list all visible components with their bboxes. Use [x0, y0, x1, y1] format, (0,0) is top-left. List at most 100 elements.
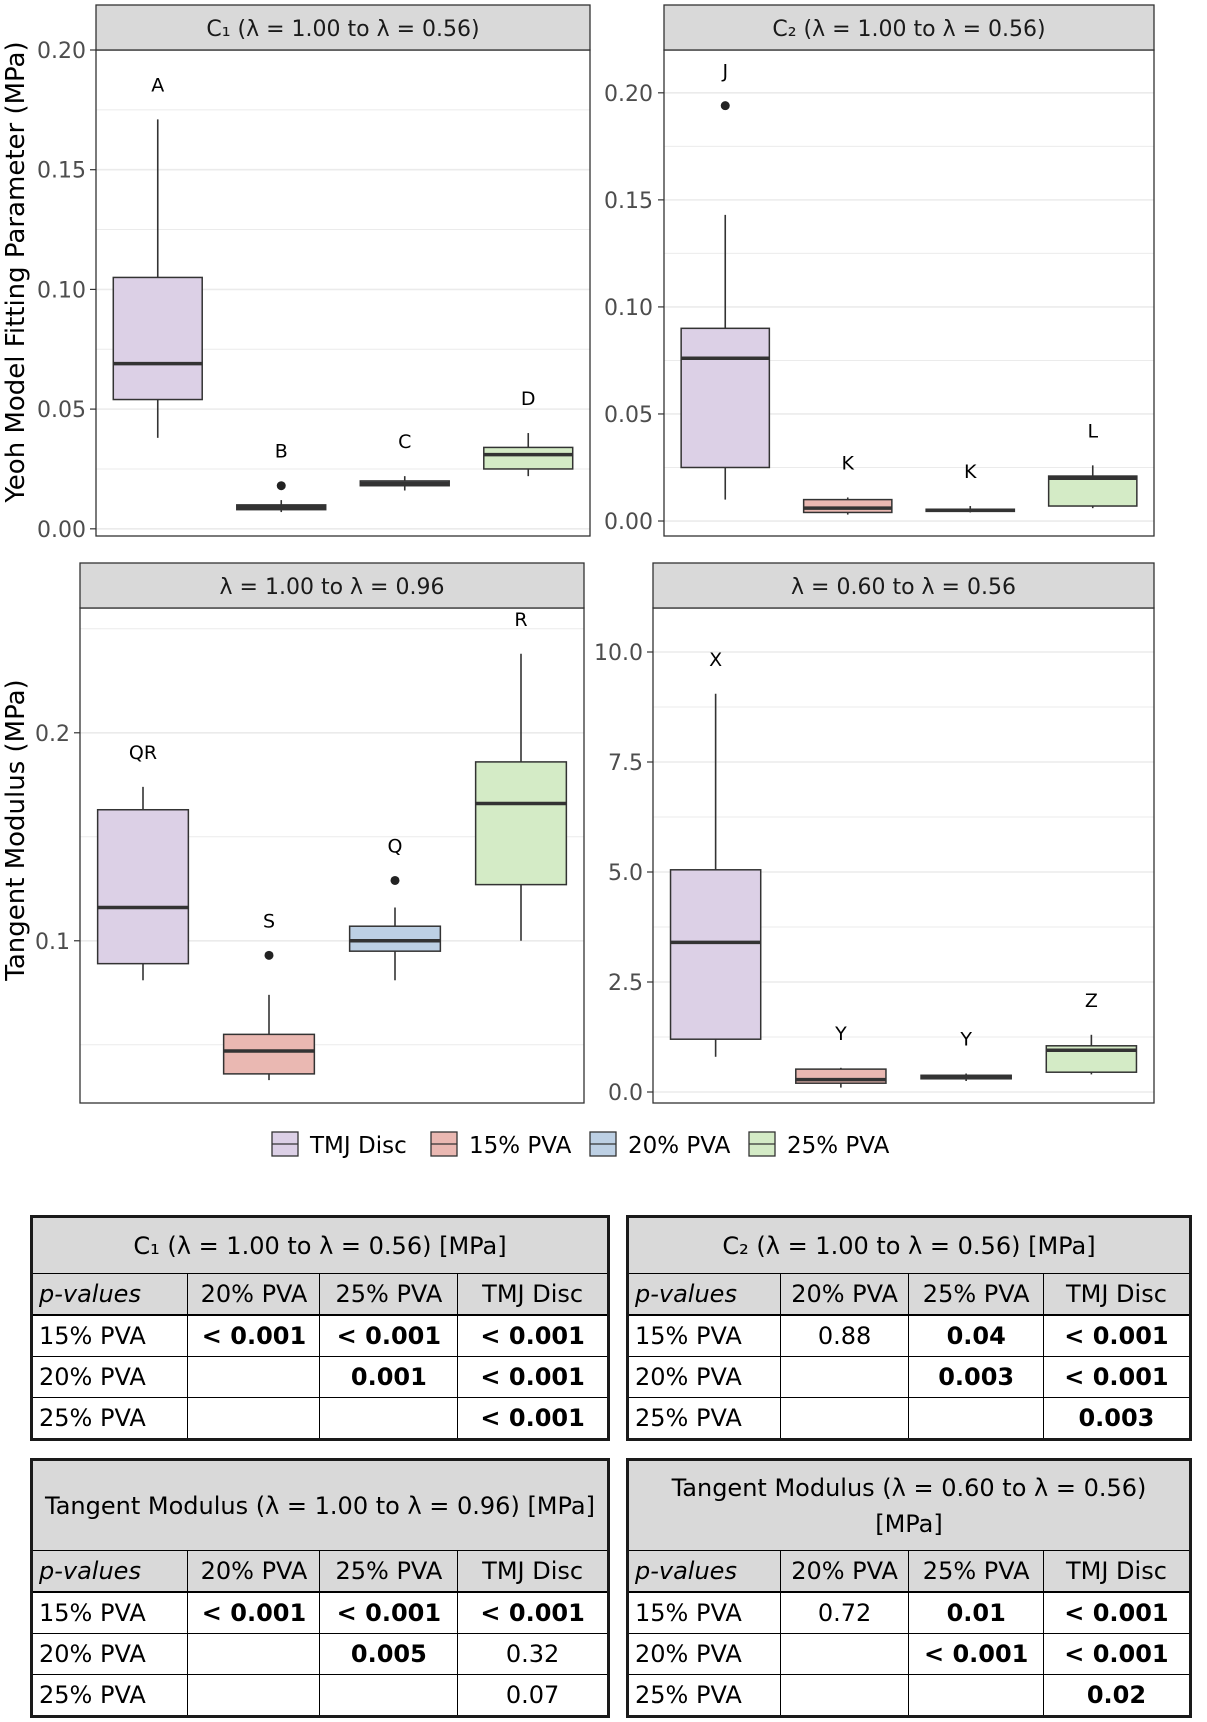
p-value-cell: 0.02: [1042, 1674, 1189, 1715]
p-value-table: C₁ (λ = 1.00 to λ = 0.56) [MPa] p-values 2…: [30, 1215, 610, 1441]
y-tick-label: 0.2: [35, 722, 70, 747]
p-value-cell: < 0.001: [1042, 1633, 1189, 1675]
box-15-pva: Y: [795, 1023, 887, 1088]
p-value-cell: 0.005: [319, 1633, 459, 1675]
panel-title: λ = 1.00 to λ = 0.96: [220, 575, 445, 600]
p-value-cell: 0.32: [457, 1633, 607, 1675]
legend-item: 25% PVA: [748, 1131, 890, 1159]
box-tmj-disc: J: [680, 61, 771, 500]
y-tick-label: 0.20: [37, 39, 86, 64]
significance-letter: A: [151, 74, 164, 96]
y-tick-label: 0.05: [604, 403, 653, 428]
box-iqr: [483, 446, 574, 470]
significance-letter: R: [514, 609, 527, 631]
outlier-point: [276, 481, 286, 491]
p-value-cell: [779, 1356, 910, 1398]
table-row: 25% PVA < 0.001: [33, 1397, 607, 1438]
legend-label: 20% PVA: [628, 1133, 731, 1159]
row-header: 20% PVA: [629, 1356, 781, 1398]
p-value-cell: < 0.001: [187, 1591, 321, 1634]
table-title: Tangent Modulus (λ = 0.60 to λ = 0.56) […: [629, 1461, 1189, 1551]
legend: TMJ Disc 15% PVA 20% PVA 25% PVA: [271, 1131, 890, 1159]
box-25-pva: L: [1047, 420, 1138, 509]
legend-label: 25% PVA: [787, 1133, 890, 1159]
significance-letter: Z: [1085, 990, 1098, 1012]
y-tick-label: 0.10: [604, 296, 653, 321]
y-tick-label: 0.1: [35, 930, 70, 955]
p-value-table: C₂ (λ = 1.00 to λ = 0.56) [MPa] p-values 2…: [626, 1215, 1192, 1441]
box-20-pva: Y: [920, 1029, 1012, 1081]
header-corner-label: p-values: [33, 1273, 189, 1316]
significance-letter: Y: [834, 1023, 847, 1045]
table-title: C₂ (λ = 1.00 to λ = 0.56) [MPa]: [629, 1218, 1189, 1274]
panel-c1: 0.00 0.05 0.10 0.15 0.20 A B C D C₁ (λ = 1.00 to …: [37, 4, 591, 543]
p-value-cell: 0.04: [908, 1314, 1044, 1357]
y-tick-label: 0.10: [37, 278, 86, 303]
p-value-cell: < 0.001: [1042, 1314, 1189, 1357]
y-tick-label: 0.00: [37, 518, 86, 543]
y-tick-label: 0.15: [37, 159, 86, 184]
row-header: 20% PVA: [33, 1633, 189, 1675]
y-tick-label: 0.20: [604, 82, 653, 107]
tangent-axis-title: Tangent Modulus (MPa): [1, 679, 31, 981]
box-15-pva: S: [222, 910, 316, 1081]
y-tick-label: 0.00: [604, 510, 653, 535]
column-header: TMJ Disc: [457, 1550, 607, 1593]
p-value-cell: [187, 1356, 321, 1398]
p-value-cell: < 0.001: [457, 1591, 607, 1634]
p-value-cell: [908, 1397, 1044, 1438]
table-row: 15% PVA < 0.001 < 0.001 < 0.001: [33, 1591, 607, 1634]
significance-letter: QR: [129, 742, 157, 764]
column-header: TMJ Disc: [1042, 1550, 1189, 1593]
box-iqr: [96, 808, 190, 965]
significance-letter: X: [709, 649, 722, 671]
row-header: 25% PVA: [629, 1674, 781, 1715]
yeoh-axis-title: Yeoh Model Fitting Parameter (MPa): [1, 41, 31, 503]
table-row: 25% PVA 0.02: [629, 1674, 1189, 1715]
panel-strip: [79, 562, 585, 609]
panel-tm2: 0.0 2.5 5.0 7.5 10.0 X Y Y Zλ = 0.60 to λ = 0.56: [594, 562, 1155, 1106]
p-value-cell: < 0.001: [908, 1633, 1044, 1675]
p-value-cell: [187, 1397, 321, 1438]
p-value-cell: < 0.001: [187, 1314, 321, 1357]
box-iqr: [474, 761, 568, 886]
significance-letter: J: [721, 61, 728, 83]
table-row: 20% PVA 0.005 0.32: [33, 1633, 607, 1675]
box-iqr: [112, 276, 203, 401]
p-value-cell: < 0.001: [1042, 1356, 1189, 1398]
box-iqr: [1047, 475, 1138, 507]
panel-title: C₁ (λ = 1.00 to λ = 0.56): [206, 17, 479, 42]
p-value-cell: 0.003: [908, 1356, 1044, 1398]
table-row: 25% PVA 0.003: [629, 1397, 1189, 1438]
row-header: 25% PVA: [33, 1674, 189, 1715]
box-20-pva: Q: [348, 835, 442, 981]
p-value-cell: [779, 1674, 910, 1715]
column-header: 20% PVA: [187, 1273, 321, 1316]
p-value-cell: [779, 1397, 910, 1438]
outlier-point: [390, 875, 400, 885]
p-value-cell: < 0.001: [457, 1314, 607, 1357]
column-header: TMJ Disc: [457, 1273, 607, 1316]
significance-letter: K: [964, 461, 977, 483]
p-value-cell: < 0.001: [1042, 1591, 1189, 1634]
significance-letter: Y: [959, 1029, 972, 1051]
p-value-grid: C₁ (λ = 1.00 to λ = 0.56) [MPa] p-values 2…: [33, 1218, 607, 1438]
header-corner-label: p-values: [33, 1550, 189, 1593]
box-tmj-disc: X: [669, 649, 762, 1057]
legend-item: TMJ Disc: [271, 1131, 407, 1159]
table-row: 20% PVA 0.003 < 0.001: [629, 1356, 1189, 1398]
box-20-pva: C: [359, 431, 450, 491]
p-value-cell: [779, 1633, 910, 1675]
column-header: 20% PVA: [779, 1550, 910, 1593]
column-header: TMJ Disc: [1042, 1273, 1189, 1316]
table-title: Tangent Modulus (λ = 1.00 to λ = 0.96) […: [33, 1461, 607, 1551]
table-row: 15% PVA 0.72 0.01 < 0.001: [629, 1591, 1189, 1634]
box-plot-panels: 0.00 0.05 0.10 0.15 0.20 A B C D C₁ (λ = 1.00 to …: [35, 4, 1155, 1106]
row-header: 15% PVA: [629, 1314, 781, 1357]
p-value-table: Tangent Modulus (λ = 0.60 to λ = 0.56) […: [626, 1458, 1192, 1718]
p-value-cell: < 0.001: [457, 1356, 607, 1398]
box-iqr: [680, 327, 771, 469]
header-corner-label: p-values: [629, 1273, 781, 1316]
p-value-cell: [319, 1397, 459, 1438]
